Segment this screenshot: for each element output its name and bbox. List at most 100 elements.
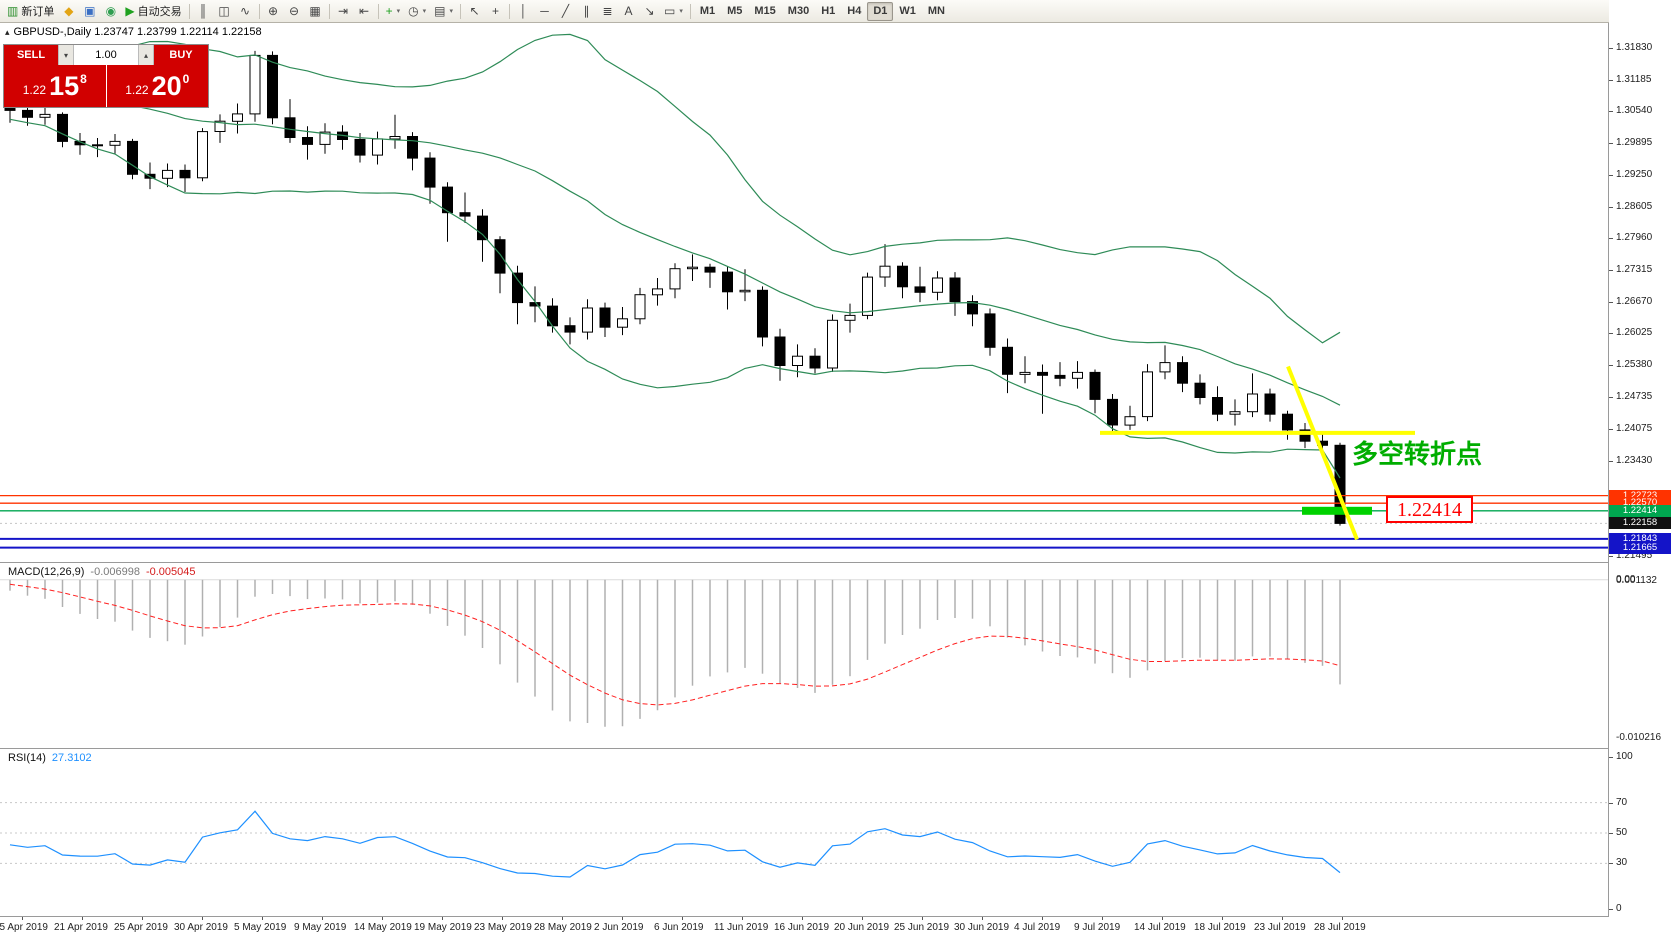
channel-button[interactable]: ∥ (576, 1, 597, 21)
sell-price-button[interactable]: 1.22 15 8 (4, 65, 107, 107)
rsi-axis-label: 0 (1616, 903, 1622, 914)
profiles-button[interactable]: ▣ (79, 1, 100, 21)
bar-chart-button[interactable]: ║ (193, 1, 214, 21)
axis-tick (1609, 429, 1613, 431)
timeframe-h4[interactable]: H4 (847, 5, 862, 17)
volume-decrease-button[interactable]: ▾ (58, 45, 74, 65)
autotrading-button[interactable]: ▶ 自动交易 (121, 1, 185, 21)
line-chart-button[interactable]: ∿ (235, 1, 256, 21)
price-axis-label: 1.24735 (1616, 390, 1653, 402)
zoom-in-button[interactable]: ⊕ (263, 1, 284, 21)
vertical-line-button[interactable]: │ (513, 1, 534, 21)
volume-input[interactable]: 1.00 (74, 45, 138, 65)
date-axis-border (0, 916, 1673, 917)
indicators-button[interactable]: + ▾ (382, 1, 405, 21)
trendline-icon: ╱ (561, 4, 570, 18)
axis-tick (1609, 238, 1613, 240)
sell-button[interactable]: SELL (4, 45, 58, 65)
axis-tick (1609, 333, 1613, 335)
chevron-down-icon: ▾ (396, 8, 401, 15)
axis-tick (1609, 556, 1613, 557)
chart-shift-button[interactable]: ⇤ (354, 1, 375, 21)
axis-tick (1609, 269, 1613, 271)
date-axis[interactable]: 15 Apr 2019 21 Apr 2019 25 Apr 2019 30 Apr … (0, 917, 1673, 946)
rsi-axis-label: 70 (1616, 796, 1628, 808)
timeframe-h1[interactable]: H1 (821, 5, 836, 17)
price-axis-label: 1.26670 (1616, 295, 1653, 307)
timeframe-m15[interactable]: M15 (754, 5, 776, 17)
chevron-down-icon: ▾ (422, 8, 427, 15)
arrows-button[interactable]: ↘ (639, 1, 660, 21)
toolbar-separator (258, 3, 260, 19)
fibonacci-button[interactable]: ≣ (597, 1, 618, 21)
date-label: 16 Jun 2019 (774, 922, 830, 933)
toolbar: ▥ 新订单 ◆ ▣ ◉ ▶ 自动交易 ║ ◫ ∿ ⊕ ⊖ ▦ ⇥ ⇤ + ▾ ◷ ▾ ▤ ▾ ↖ + │ ─ ╱ ∥ ≣ A ↘ ▭ ▾ M1 M… (0, 0, 1673, 23)
date-tick (1042, 917, 1043, 920)
date-tick (1342, 917, 1343, 920)
buy-button[interactable]: BUY (154, 45, 208, 65)
annotation-text[interactable]: 多空转折点 (1352, 439, 1483, 469)
price-line-badge: 1.22414 (1609, 504, 1671, 517)
zoom-out-button[interactable]: ⊖ (284, 1, 305, 21)
price-axis-label: 1.21495 (1616, 550, 1653, 561)
timeframe-m1[interactable]: M1 (699, 5, 716, 17)
tile-windows-button[interactable]: ▦ (305, 1, 326, 21)
date-label: 21 Apr 2019 (54, 922, 108, 933)
pane-splitter[interactable] (0, 562, 1673, 563)
date-tick (622, 917, 623, 920)
date-tick (442, 917, 443, 920)
cursor-button[interactable]: ↖ (464, 1, 485, 21)
timeframe-w1[interactable]: W1 (899, 5, 916, 17)
chart-info-line: ▴ GBPUSD-,Daily 1.23747 1.23799 1.22114 … (5, 26, 262, 38)
new-order-button[interactable]: ▥ 新订单 (3, 1, 58, 21)
date-label: 25 Apr 2019 (114, 922, 168, 933)
crosshair-button[interactable]: + (485, 1, 506, 21)
horizontal-line-button[interactable]: ─ (534, 1, 555, 21)
axis-tick (1609, 365, 1613, 367)
periods-button[interactable]: ◷ ▾ (404, 1, 430, 21)
shapes-icon: ▭ (663, 4, 676, 18)
date-label: 14 Jul 2019 (1134, 922, 1186, 933)
text-button[interactable]: A (618, 1, 639, 21)
price-axis-label: 1.27960 (1616, 232, 1653, 244)
timeframe-m5[interactable]: M5 (727, 5, 743, 17)
shapes-button[interactable]: ▭ ▾ (660, 1, 687, 21)
main-chart[interactable] (0, 23, 1608, 562)
date-label: 14 May 2019 (354, 922, 412, 933)
tile-windows-icon: ▦ (309, 4, 321, 18)
sounds-button[interactable]: ◉ (100, 1, 121, 21)
timeframe-d1[interactable]: D1 (867, 1, 894, 21)
axis-tick (1609, 863, 1613, 865)
templates-button[interactable]: ▤ ▾ (430, 1, 457, 21)
new-chart-button[interactable]: ◆ (58, 1, 79, 21)
rsi-axis-label: 100 (1616, 751, 1633, 762)
indicators-icon: + (385, 4, 393, 18)
timeframe-mn[interactable]: MN (927, 5, 945, 17)
trendline-button[interactable]: ╱ (555, 1, 576, 21)
rsi-pane[interactable] (0, 749, 1608, 916)
toolbar-separator (689, 3, 691, 19)
one-click-trading-panel: SELL ▾ 1.00 ▴ BUY 1.22 15 8 1.22 20 0 (3, 44, 209, 108)
auto-scroll-icon: ⇥ (338, 4, 349, 18)
price-axis-border (1608, 23, 1609, 916)
price-axis[interactable]: 1.31830 1.31185 1.30540 1.29895 1.29250 1.286… (1609, 0, 1673, 946)
bar-chart-icon: ║ (198, 4, 208, 18)
price-axis-label: 1.29250 (1616, 168, 1653, 180)
date-label: 9 May 2019 (294, 922, 347, 933)
date-tick (922, 917, 923, 920)
candlestick-chart-button[interactable]: ◫ (214, 1, 235, 21)
macd-pane[interactable] (0, 563, 1608, 748)
date-label: 30 Jun 2019 (954, 922, 1010, 933)
axis-tick (1609, 111, 1613, 113)
pane-splitter[interactable] (0, 748, 1673, 749)
price-callout[interactable]: 1.22414 (1386, 496, 1473, 523)
chevron-down-icon: ▾ (679, 8, 683, 15)
timeframe-m30[interactable]: M30 (787, 5, 810, 17)
auto-scroll-button[interactable]: ⇥ (333, 1, 354, 21)
price-axis-label: 1.26025 (1616, 327, 1653, 339)
price-axis-label: 1.24075 (1616, 423, 1653, 435)
macd-axis-label: 0.00 (1616, 573, 1636, 585)
buy-price-button[interactable]: 1.22 20 0 (106, 65, 208, 107)
collapse-one-click-icon[interactable]: ▴ (5, 26, 10, 37)
volume-increase-button[interactable]: ▴ (138, 45, 154, 65)
